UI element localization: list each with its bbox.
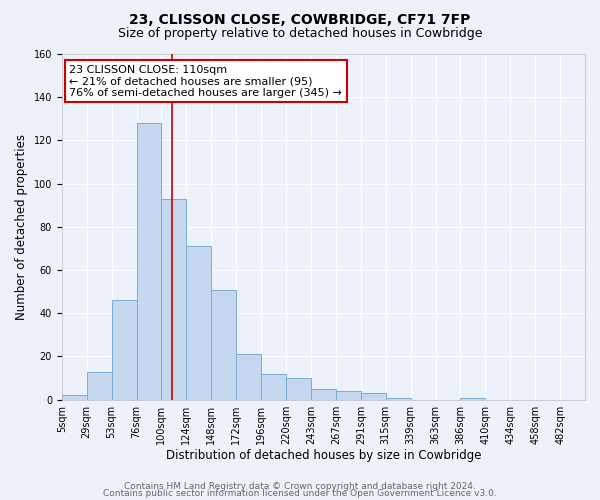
- Text: 23, CLISSON CLOSE, COWBRIDGE, CF71 7FP: 23, CLISSON CLOSE, COWBRIDGE, CF71 7FP: [130, 12, 470, 26]
- Bar: [86, 372, 112, 400]
- Bar: [386, 398, 410, 400]
- Bar: [187, 246, 211, 400]
- Bar: [361, 393, 386, 400]
- Text: Contains public sector information licensed under the Open Government Licence v3: Contains public sector information licen…: [103, 489, 497, 498]
- Text: 23 CLISSON CLOSE: 110sqm
← 21% of detached houses are smaller (95)
76% of semi-d: 23 CLISSON CLOSE: 110sqm ← 21% of detach…: [69, 65, 342, 98]
- X-axis label: Distribution of detached houses by size in Cowbridge: Distribution of detached houses by size …: [166, 450, 481, 462]
- Bar: [311, 389, 336, 400]
- Bar: [62, 396, 86, 400]
- Bar: [137, 123, 161, 400]
- Bar: [161, 199, 187, 400]
- Text: Size of property relative to detached houses in Cowbridge: Size of property relative to detached ho…: [118, 28, 482, 40]
- Bar: [236, 354, 261, 400]
- Y-axis label: Number of detached properties: Number of detached properties: [15, 134, 28, 320]
- Bar: [112, 300, 137, 400]
- Text: Contains HM Land Registry data © Crown copyright and database right 2024.: Contains HM Land Registry data © Crown c…: [124, 482, 476, 491]
- Bar: [460, 398, 485, 400]
- Bar: [286, 378, 311, 400]
- Bar: [211, 290, 236, 400]
- Bar: [336, 391, 361, 400]
- Bar: [261, 374, 286, 400]
